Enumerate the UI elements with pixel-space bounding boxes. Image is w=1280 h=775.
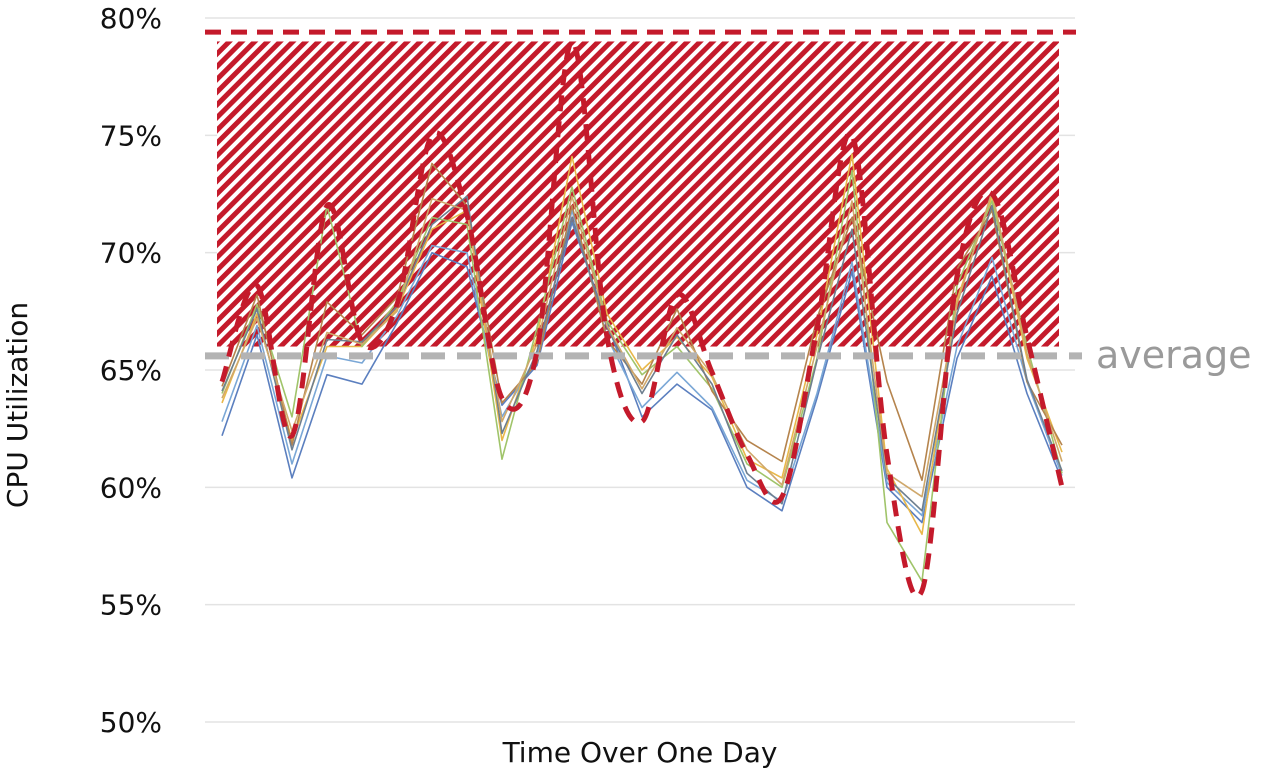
average-label: average xyxy=(1096,333,1252,377)
y-tick-label-75: 75% xyxy=(100,119,162,152)
envelope-outline xyxy=(219,38,1065,599)
series-line-2 xyxy=(221,209,1063,517)
series-line-7 xyxy=(221,190,1063,498)
y-tick-label-50: 50% xyxy=(100,706,162,739)
y-axis-title: CPU Utilization xyxy=(1,302,34,508)
y-axis-ticks: 50% 55% 60% 65% 70% 75% 80% xyxy=(100,2,162,739)
series-line-1 xyxy=(221,221,1063,524)
series-line-4 xyxy=(221,169,1063,583)
series-line-6 xyxy=(221,195,1063,512)
y-tick-label-60: 60% xyxy=(100,471,162,504)
series-lines xyxy=(221,153,1063,583)
series-line-5 xyxy=(221,162,1063,482)
x-axis-title: Time Over One Day xyxy=(502,736,778,769)
y-tick-label-70: 70% xyxy=(100,237,162,270)
y-tick-label-55: 55% xyxy=(100,589,162,622)
above-average-hatched-region xyxy=(217,41,1059,347)
y-tick-label-65: 65% xyxy=(100,354,162,387)
y-tick-label-80: 80% xyxy=(100,2,162,35)
